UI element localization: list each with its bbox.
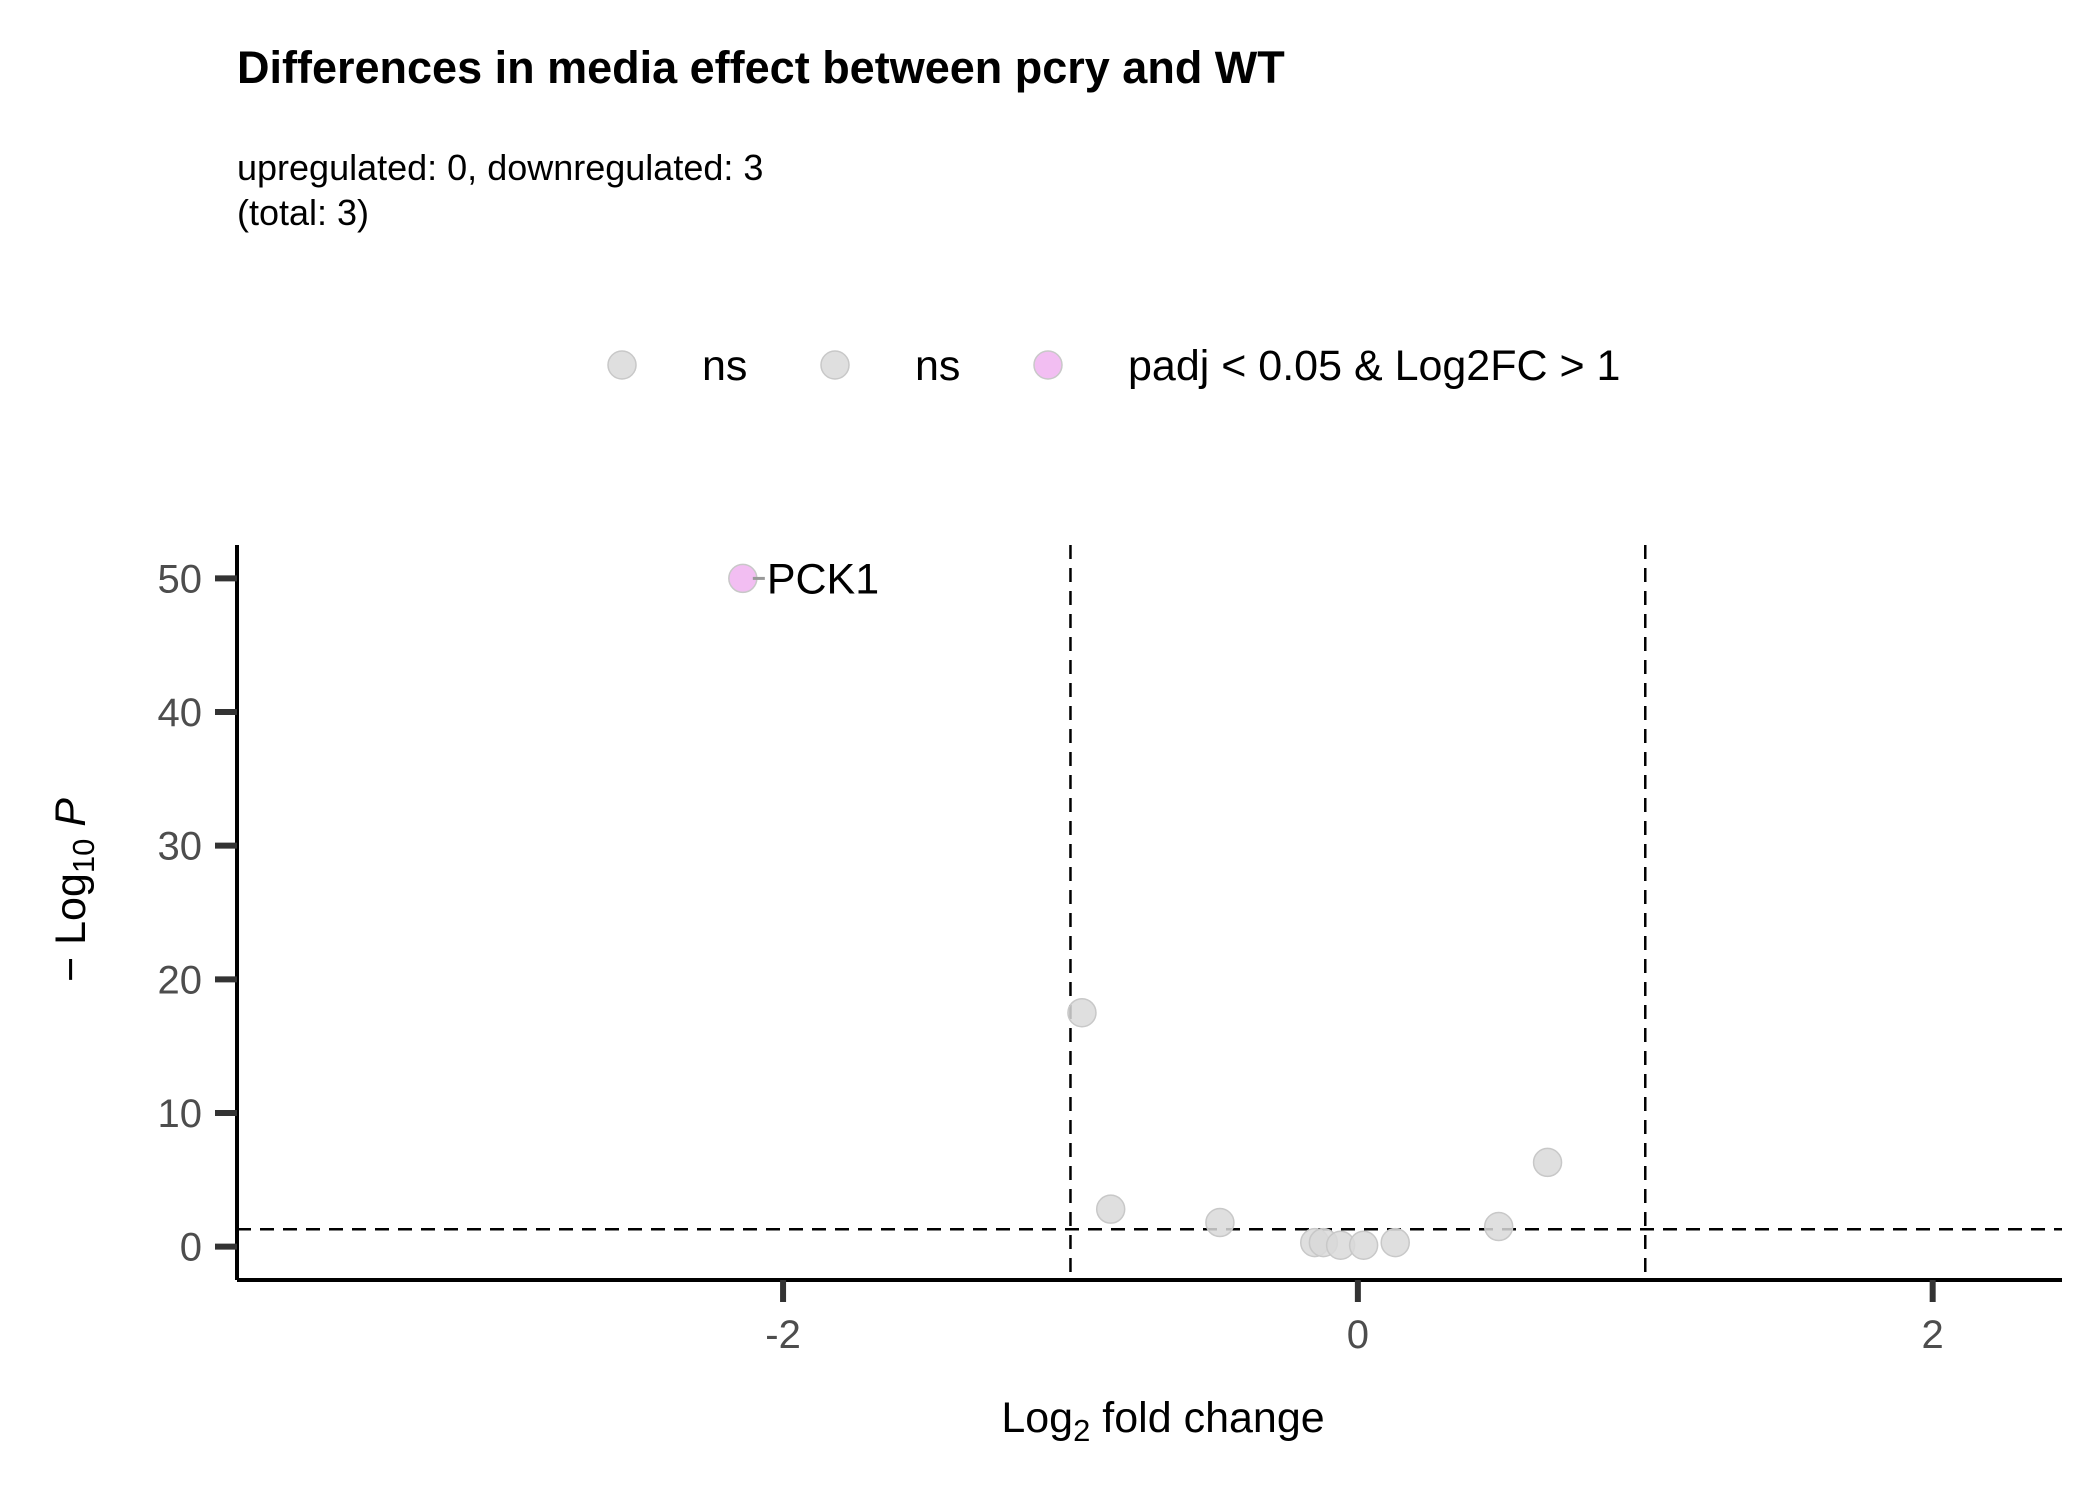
data-point-s0-6 — [1348, 1230, 1379, 1261]
subtitle-line-counts: upregulated: 0, downregulated: 3 — [237, 147, 764, 188]
legend-label-2: padj < 0.05 & Log2FC > 1 — [1128, 342, 1620, 390]
subtitle-line-total: (total: 3) — [237, 192, 370, 233]
axes: 0 10 20 30 40 50 -2 0 2 — [158, 545, 2062, 1357]
x-axis-title: Log2 fold change — [1001, 1394, 1324, 1448]
point-label-pck1: PCK1 — [767, 555, 879, 603]
y-axis-title-variable: P — [47, 798, 95, 827]
y-axis-title: − Log10 P — [47, 798, 101, 982]
x-axis-title-text: fold change — [1102, 1394, 1324, 1442]
data-point-s0-0 — [1067, 997, 1097, 1028]
data-point-s0-2 — [1205, 1207, 1235, 1238]
legend-label-1: ns — [915, 342, 960, 390]
data-point-s0-1 — [1095, 1194, 1126, 1224]
y-tick-label-3: 30 — [158, 825, 203, 869]
x-axis-title-subscript: 2 — [1073, 1413, 1090, 1448]
x-tick-label-1: 0 — [1347, 1313, 1369, 1357]
y-axis-title-minus: − — [47, 957, 95, 982]
chart-subtitle: upregulated: 0, downregulated: 3 (total:… — [237, 145, 763, 235]
legend: ns ns padj < 0.05 & Log2FC > 1 — [607, 342, 1620, 390]
y-tick-label-0: 0 — [180, 1226, 202, 1270]
legend-key-0 — [607, 350, 637, 380]
y-axis-title-prefix: Log — [47, 873, 95, 945]
legend-key-1 — [820, 350, 850, 380]
chart-title: Differences in media effect between pcry… — [237, 42, 1285, 93]
data-point-s0-9 — [1532, 1147, 1563, 1178]
x-axis-title-space — [1090, 1394, 1102, 1442]
y-axis-title-subscript: 10 — [66, 839, 101, 873]
y-tick-label-1: 10 — [158, 1092, 203, 1136]
x-tick-label-2: 2 — [1922, 1313, 1944, 1357]
y-tick-label-2: 20 — [158, 958, 203, 1002]
data-point-s1-0 — [728, 563, 758, 594]
data-point-s0-7 — [1380, 1227, 1410, 1258]
y-axis-title-space — [47, 945, 95, 957]
data-point-s0-8 — [1483, 1211, 1514, 1242]
y-axis-title-space-2 — [47, 827, 95, 839]
x-tick-label-0: -2 — [765, 1313, 801, 1357]
y-tick-label-4: 40 — [158, 691, 203, 735]
legend-key-2 — [1033, 350, 1063, 380]
y-tick-label-5: 50 — [158, 557, 203, 601]
legend-label-0: ns — [702, 342, 747, 390]
plot-area: PCK1 — [237, 545, 2062, 1280]
x-axis-title-prefix: Log — [1001, 1394, 1073, 1442]
